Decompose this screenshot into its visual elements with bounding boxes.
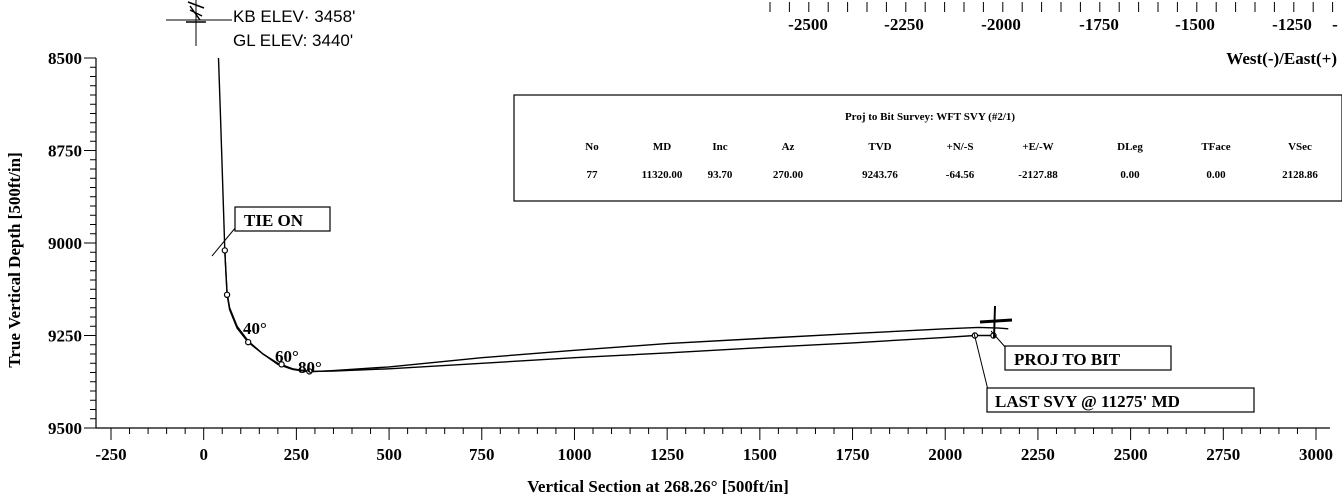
x-tick-label: 1250 — [650, 445, 684, 464]
well-symbol — [166, 0, 232, 46]
survey-table-header: No MD Inc Az TVD +N/-S +E/-W DLeg TFace VSec — [585, 141, 1312, 153]
survey-cell: 77 — [587, 169, 599, 181]
last-svy-label: LAST SVY @ 11275' MD — [995, 392, 1180, 411]
survey-column-header: +E/-W — [1022, 141, 1053, 153]
survey-marker — [278, 361, 285, 368]
survey-table-border — [513, 94, 1342, 202]
tie-on-label: TIE ON — [244, 211, 304, 230]
y-tick-label: 9000 — [48, 234, 82, 253]
survey-cell: 93.70 — [708, 169, 733, 181]
inc-label-40: 40° — [243, 319, 267, 338]
y-tick-label: 8500 — [48, 49, 82, 68]
survey-table-row: 77 11320.00 93.70 270.00 9243.76 -64.56 -2127.… — [587, 169, 1319, 181]
last-svy-callout: LAST SVY @ 11275' MD — [973, 332, 1255, 413]
survey-cell: 0.00 — [1206, 169, 1226, 181]
survey-cell: -64.56 — [946, 169, 975, 181]
survey-cell: 2128.86 — [1282, 169, 1318, 181]
survey-markers — [221, 247, 997, 375]
survey-column-header: VSec — [1288, 141, 1312, 153]
survey-column-header: No — [585, 141, 599, 153]
top-tick-label: -1250 — [1272, 15, 1312, 34]
x-tick-label: 3000 — [1299, 445, 1333, 464]
y-axis-ticks: 8500 8750 9000 9250 9500 — [48, 49, 96, 438]
x-tick-label: 2250 — [1021, 445, 1055, 464]
y-tick-label: 9250 — [48, 327, 82, 346]
x-tick-label: 2500 — [1114, 445, 1148, 464]
survey-cell: -2127.88 — [1018, 169, 1058, 181]
survey-marker — [244, 338, 252, 346]
survey-cell: 9243.76 — [862, 169, 898, 181]
x-tick-label: 500 — [376, 445, 402, 464]
survey-column-header: +N/-S — [946, 141, 973, 153]
x-tick-label: 2750 — [1206, 445, 1240, 464]
x-tick-label: 1500 — [743, 445, 777, 464]
survey-column-header: DLeg — [1117, 141, 1143, 153]
top-tick-label: -1500 — [1175, 15, 1215, 34]
survey-table-title: Proj to Bit Survey: WFT SVY (#2/1) — [845, 111, 1015, 123]
x-tick-label: 0 — [199, 445, 208, 464]
inc-label-80: 80° — [298, 358, 322, 377]
kb-elevation: KB ELEV· 3458' — [233, 7, 355, 26]
survey-column-header: TFace — [1201, 141, 1230, 153]
survey-column-header: Inc — [712, 141, 727, 153]
x-tick-label: 2000 — [928, 445, 962, 464]
survey-column-header: MD — [653, 141, 671, 153]
x-tick-label: 1000 — [557, 445, 591, 464]
x-tick-label: 250 — [284, 445, 310, 464]
top-tick-label: -2500 — [788, 15, 828, 34]
top-tick-label: - — [1332, 15, 1338, 34]
survey-column-header: TVD — [868, 141, 891, 153]
x-axis-ticks: -250 0 250 500 750 1000 1250 1500 1750 2000 2250 25… — [95, 428, 1333, 464]
x-tick-label: 1750 — [836, 445, 870, 464]
top-axis-ticks: -2500 -2250 -2000 -1750 -1500 -1250 - — [769, 2, 1338, 34]
survey-marker — [306, 368, 313, 375]
top-axis-label: West(-)/East(+) — [1226, 49, 1337, 68]
proj-to-bit-callout: PROJ TO BIT — [990, 330, 1172, 371]
inc-label-60: 60° — [275, 347, 299, 366]
x-axis-label: Vertical Section at 268.26° [500ft/in] — [527, 477, 789, 496]
y-axis-label: True Vertical Depth [500ft/in] — [5, 152, 24, 367]
y-tick-label: 9500 — [48, 419, 82, 438]
x-tick-label: -250 — [95, 445, 126, 464]
top-tick-label: -2000 — [981, 15, 1021, 34]
tie-on-callout: TIE ON — [211, 206, 331, 257]
y-tick-label: 8750 — [48, 142, 82, 161]
survey-marker — [221, 247, 229, 254]
survey-cell: 270.00 — [773, 169, 804, 181]
survey-table: Proj to Bit Survey: WFT SVY (#2/1) No MD I… — [513, 94, 1342, 202]
survey-column-header: Az — [782, 141, 795, 153]
survey-marker — [223, 291, 231, 298]
actual-well-path — [224, 250, 1009, 373]
proj-to-bit-label: PROJ TO BIT — [1014, 350, 1121, 369]
top-tick-label: -2250 — [884, 15, 924, 34]
top-tick-label: -1750 — [1079, 15, 1119, 34]
survey-cell: 0.00 — [1120, 169, 1140, 181]
x-tick-label: 750 — [469, 445, 495, 464]
survey-cell: 11320.00 — [642, 169, 683, 181]
gl-elevation: GL ELEV: 3440' — [233, 31, 353, 50]
bit-cross-symbol — [979, 305, 1013, 339]
